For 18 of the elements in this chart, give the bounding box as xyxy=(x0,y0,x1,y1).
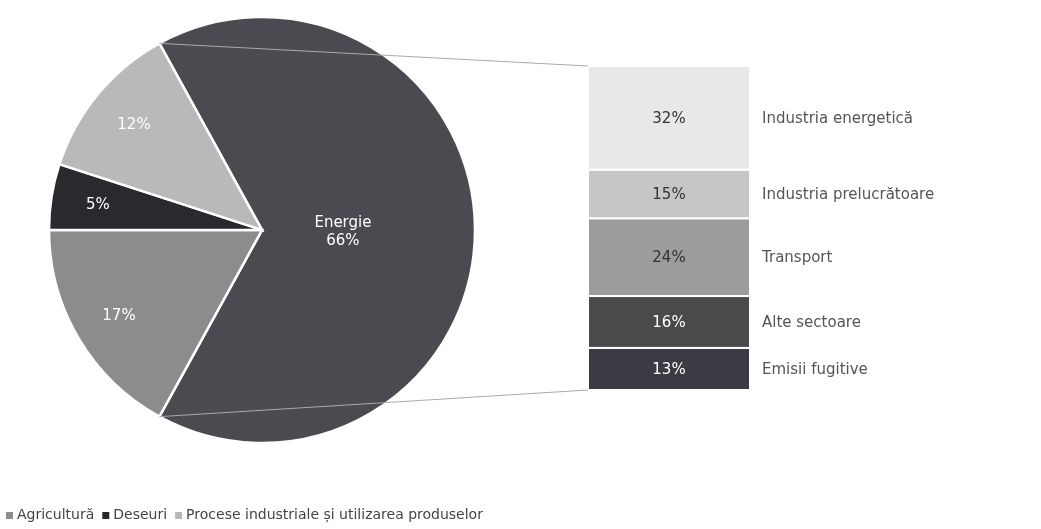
data-label: 66% xyxy=(326,231,360,249)
data-label: 32% xyxy=(652,109,686,128)
series-label: Industria energetică xyxy=(762,109,914,128)
data-label: 24% xyxy=(652,248,686,267)
legend-label: Agricultură xyxy=(17,506,95,522)
series-label: Alte sectoare xyxy=(762,313,861,332)
series-label: Transport xyxy=(761,248,833,267)
data-label: 13% xyxy=(652,360,686,379)
data-label: 16% xyxy=(652,313,686,332)
slice-label: Energie xyxy=(314,213,372,231)
legend-label: Procese industriale și utilizarea produselor xyxy=(186,506,484,523)
series-label: Industria prelucrătoare xyxy=(762,185,935,204)
data-label: 17% xyxy=(102,305,136,324)
data-label: 5% xyxy=(86,195,110,214)
series-label: Emisii fugitive xyxy=(762,360,868,379)
data-label: 15% xyxy=(652,185,686,204)
legend-label: Deseuri xyxy=(113,506,168,522)
data-label: 12% xyxy=(117,115,151,134)
